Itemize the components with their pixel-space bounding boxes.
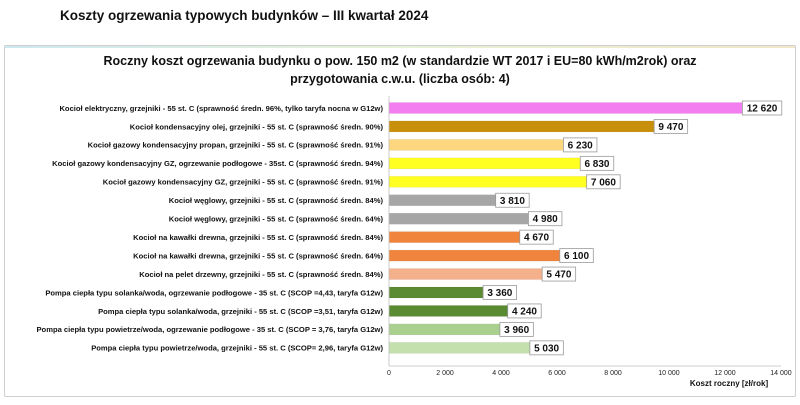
bar xyxy=(388,212,529,225)
bar xyxy=(388,268,543,280)
category-label: Kocioł węglowy, grzejniki - 55 st. C (sp… xyxy=(169,215,384,224)
bar xyxy=(388,194,496,206)
bar xyxy=(388,120,655,133)
data-label-box xyxy=(741,100,783,116)
data-label-box xyxy=(507,303,542,319)
bar xyxy=(388,176,587,188)
data-label-box xyxy=(519,229,554,245)
data-label: 12 620 xyxy=(747,104,778,115)
data-label: 5 470 xyxy=(546,270,571,281)
category-label: Kocioł na kawałki drewna, grzejniki - 55… xyxy=(133,251,383,260)
x-tick-label: 12 000 xyxy=(714,370,736,377)
data-label: 4 980 xyxy=(533,214,558,225)
category-label: Kocioł kondensacyjny olej, grzejniki - 5… xyxy=(130,122,384,131)
x-tick-label: 4 000 xyxy=(492,370,510,377)
data-label: 5 030 xyxy=(534,343,559,354)
bar xyxy=(388,231,521,243)
chart-title-line2: przygotowania c.w.u. (liczba osób: 4) xyxy=(290,72,510,86)
bar xyxy=(388,249,561,262)
data-label: 6 230 xyxy=(568,140,593,151)
data-label: 4 240 xyxy=(512,306,537,317)
data-label: 6 100 xyxy=(564,251,589,262)
data-label-box xyxy=(559,248,594,264)
bar xyxy=(388,102,743,114)
data-label: 3 960 xyxy=(504,325,529,336)
data-label: 3 360 xyxy=(487,288,512,299)
chart-title-line1: Roczny koszt ogrzewania budynku o pow. 1… xyxy=(103,54,697,68)
category-label: Kocioł elektryczny, grzejniki - 55 st. C… xyxy=(59,104,383,113)
category-label: Kocioł na kawałki drewna, grzejniki - 55… xyxy=(133,233,383,242)
data-label: 4 670 xyxy=(524,233,549,244)
x-tick-label: 0 xyxy=(387,370,391,377)
bar xyxy=(388,323,501,336)
data-label: 9 470 xyxy=(658,122,683,133)
data-label-box xyxy=(653,119,689,134)
data-label: 6 830 xyxy=(584,159,609,170)
category-label: Kocioł gazowy kondensacyjny GZ, ogrzewan… xyxy=(52,159,383,168)
data-label: 3 810 xyxy=(500,196,525,207)
category-label: Kocioł gazowy kondensacyjny GZ, grzejnik… xyxy=(103,178,384,187)
data-label-box xyxy=(495,192,530,208)
x-tick-label: 14 000 xyxy=(770,370,792,377)
data-label-box xyxy=(499,321,534,337)
data-label-box xyxy=(541,266,577,282)
bar xyxy=(388,342,531,354)
x-tick-label: 8 000 xyxy=(604,370,622,377)
x-tick-label: 6 000 xyxy=(548,370,566,377)
data-label-box xyxy=(529,340,564,356)
data-label-box xyxy=(528,211,563,227)
category-label: Pompa ciepła typu powietrze/woda, ogrzew… xyxy=(36,325,383,334)
category-label: Kocioł na pelet drzewny, grzejniki - 55 … xyxy=(139,270,383,279)
data-label: 7 060 xyxy=(591,177,616,188)
bar xyxy=(388,157,581,170)
data-label-box xyxy=(586,174,621,190)
page-heading: Koszty ogrzewania typowych budynków – II… xyxy=(60,8,429,23)
category-label: Kocioł węglowy, grzejniki - 55 st. C (sp… xyxy=(169,196,384,205)
bar xyxy=(388,305,508,317)
category-label: Pompa ciepła typu solanka/woda, ogrzewan… xyxy=(45,288,383,297)
x-axis-title: Koszt roczny [zł/rok] xyxy=(690,379,769,388)
bar xyxy=(388,139,564,151)
category-label: Pompa ciepła typu solanka/woda, grzejnik… xyxy=(98,307,383,316)
chart-title: Roczny koszt ogrzewania budynku o pow. 1… xyxy=(60,52,740,88)
data-label-box xyxy=(563,137,598,153)
data-label-box xyxy=(579,155,615,171)
category-label: Pompa ciepła typu powietrze/woda, grzejn… xyxy=(91,344,383,353)
data-label-box xyxy=(482,285,517,300)
x-tick-label: 10 000 xyxy=(658,370,680,377)
x-tick-label: 2 000 xyxy=(436,370,454,377)
bar xyxy=(388,286,484,299)
category-label: Kocioł gazowy kondensacyjny propan, grze… xyxy=(88,141,384,150)
